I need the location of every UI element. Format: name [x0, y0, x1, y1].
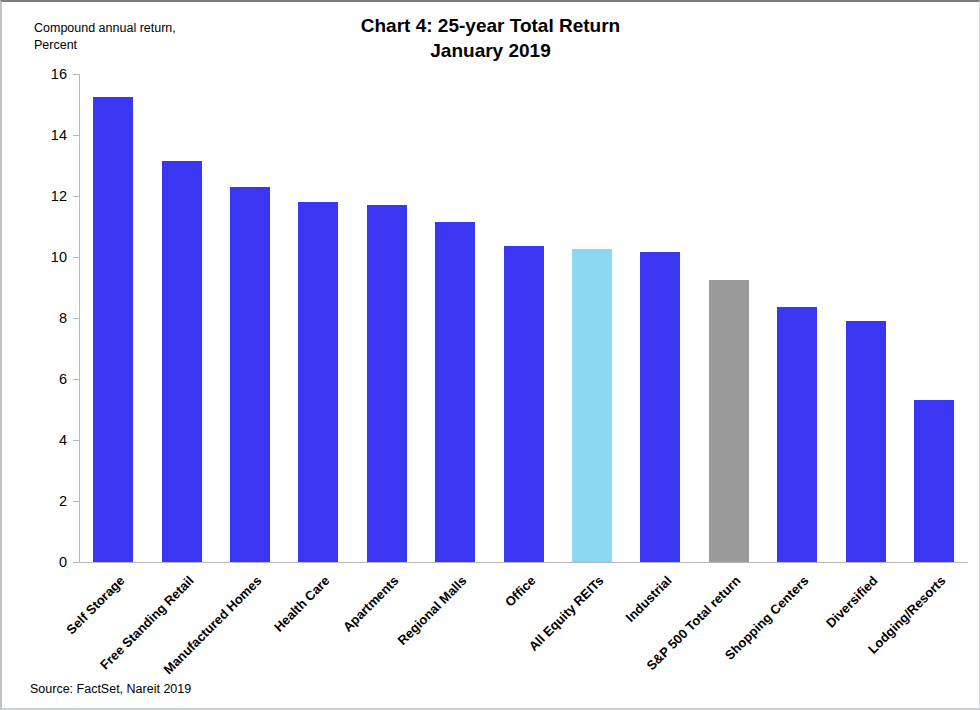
- y-tick-mark: [73, 440, 79, 441]
- y-tick-label: 14: [21, 128, 67, 142]
- y-tick-mark: [73, 74, 79, 75]
- bar: [709, 280, 749, 562]
- bar: [640, 252, 680, 562]
- y-tick-label: 10: [21, 250, 67, 264]
- bar: [435, 222, 475, 562]
- y-axis-line: [79, 74, 80, 562]
- x-axis-line: [79, 562, 968, 563]
- y-tick-label: 12: [21, 189, 67, 203]
- bar: [572, 249, 612, 562]
- chart-title-line1: Chart 4: 25-year Total Return: [2, 13, 979, 38]
- y-tick-label: 2: [21, 494, 67, 508]
- bar: [230, 187, 270, 562]
- y-tick-mark: [73, 135, 79, 136]
- bar: [777, 307, 817, 562]
- bar: [846, 321, 886, 562]
- y-tick-label: 6: [21, 372, 67, 386]
- source-note: Source: FactSet, Nareit 2019: [30, 682, 191, 696]
- y-tick-mark: [73, 562, 79, 563]
- y-tick-mark: [73, 501, 79, 502]
- bar: [504, 246, 544, 562]
- y-tick-mark: [73, 318, 79, 319]
- bar: [914, 400, 954, 562]
- y-tick-label: 0: [21, 555, 67, 569]
- y-tick-label: 16: [21, 67, 67, 81]
- y-tick-mark: [73, 379, 79, 380]
- y-tick-mark: [73, 196, 79, 197]
- bar: [367, 205, 407, 562]
- y-tick-label: 8: [21, 311, 67, 325]
- bar: [298, 202, 338, 562]
- bar: [93, 97, 133, 562]
- chart-title-line2: January 2019: [2, 38, 979, 63]
- chart-title: Chart 4: 25-year Total Return January 20…: [2, 13, 979, 63]
- bar: [162, 161, 202, 562]
- y-tick-label: 4: [21, 433, 67, 447]
- y-tick-mark: [73, 257, 79, 258]
- chart-frame: Compound annual return, Percent Chart 4:…: [0, 0, 980, 710]
